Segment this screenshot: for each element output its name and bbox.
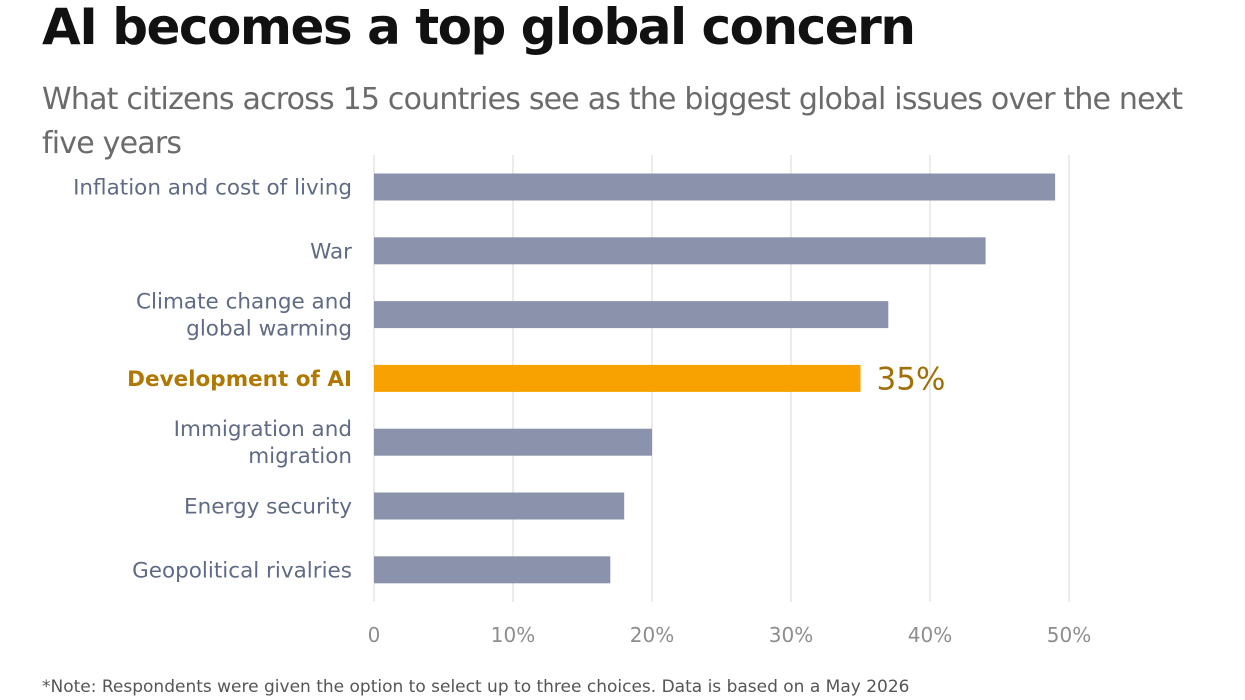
category-label-line: Climate change and (136, 290, 352, 315)
category-label: War (310, 239, 352, 264)
x-tick-label: 0 (368, 623, 381, 647)
category-label: Immigration and migration (174, 417, 352, 469)
chart-title: AI becomes a top global concern (42, 0, 916, 56)
category-label-line: global warming (186, 317, 352, 342)
category-label: Development of AI (127, 367, 352, 392)
bar (374, 237, 986, 265)
category-label: Climate change and global warming (136, 290, 352, 342)
bars (374, 173, 1056, 584)
bar-chart: Inflation and cost of living War Climate c… (73, 155, 1092, 647)
category-label-line: Energy security (184, 495, 352, 520)
category-label-line: Immigration and (174, 417, 352, 442)
x-tick-label: 50% (1047, 623, 1091, 647)
footnote: *Note: Respondents were given the option… (42, 677, 910, 697)
bar-highlight (374, 364, 861, 392)
category-label: Inflation and cost of living (73, 176, 352, 201)
bar (374, 556, 611, 584)
category-label-line: War (310, 239, 352, 264)
bar (374, 301, 889, 329)
bar (374, 428, 652, 456)
x-tick-label: 10% (491, 623, 535, 647)
x-tick-label: 40% (908, 623, 952, 647)
category-label-line: Inflation and cost of living (73, 176, 352, 201)
chart-subtitle: What citizens across 15 countries see as… (42, 82, 1183, 161)
x-axis-ticks: 0 10% 20% 30% 40% 50% (368, 623, 1092, 647)
x-tick-label: 20% (630, 623, 674, 647)
bar (374, 492, 625, 520)
category-labels: Inflation and cost of living War Climate c… (73, 176, 352, 584)
data-labels: 35% (877, 361, 946, 397)
category-label-line: Development of AI (127, 367, 352, 392)
data-label: 35% (877, 361, 946, 397)
x-tick-label: 30% (769, 623, 813, 647)
category-label-line: migration (248, 444, 352, 469)
category-label: Energy security (184, 495, 352, 520)
bar (374, 173, 1056, 201)
category-label-line: Geopolitical rivalries (132, 558, 352, 583)
category-label: Geopolitical rivalries (132, 558, 352, 583)
